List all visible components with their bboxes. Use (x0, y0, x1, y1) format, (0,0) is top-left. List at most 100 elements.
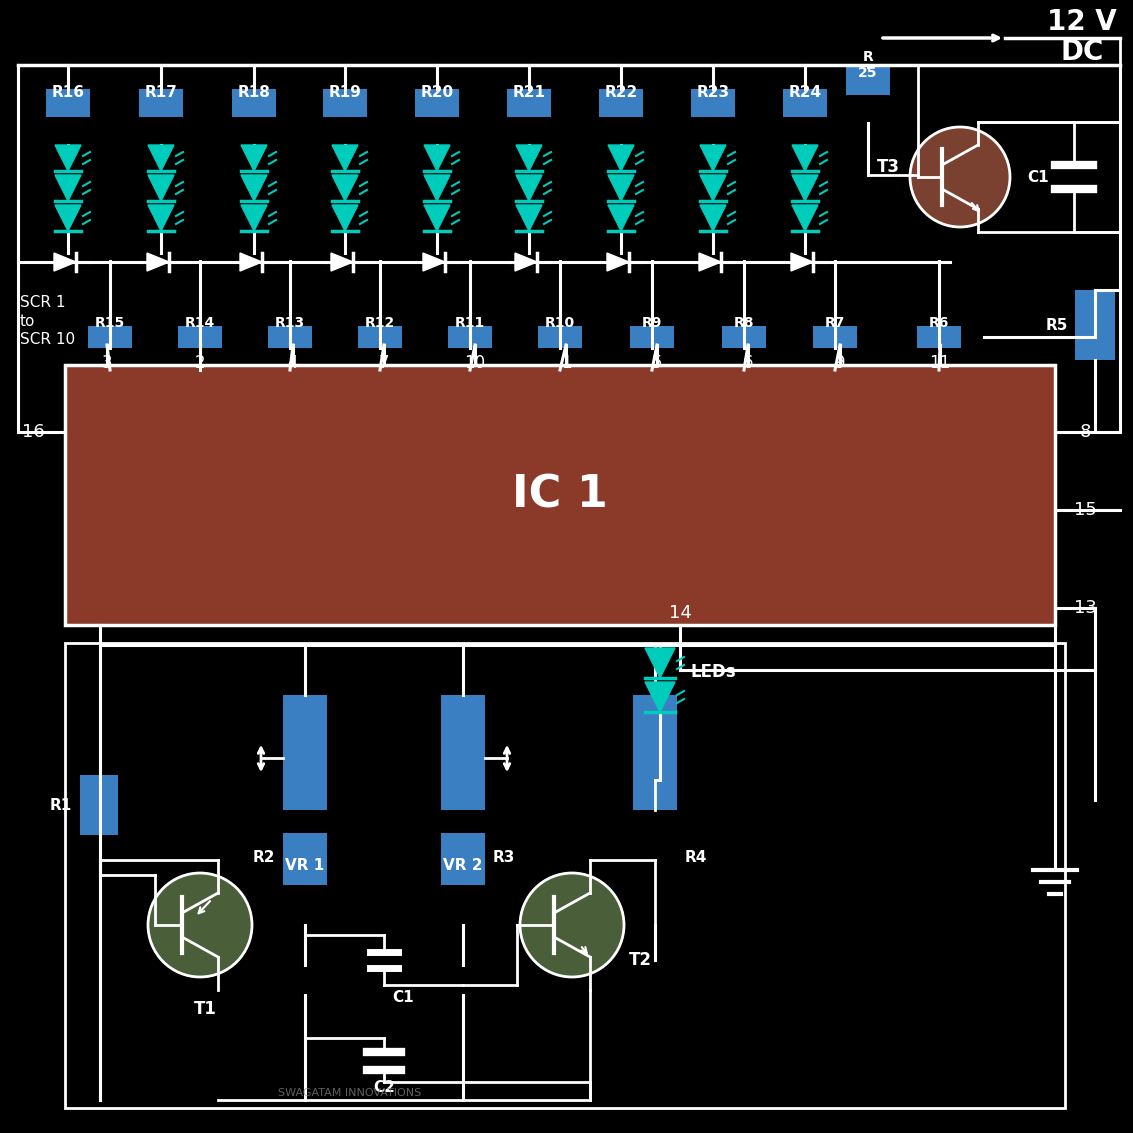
Text: R23: R23 (697, 85, 730, 100)
Polygon shape (792, 174, 818, 201)
Text: R17: R17 (145, 85, 178, 100)
Bar (783, 90, 827, 117)
Polygon shape (332, 205, 358, 231)
Polygon shape (607, 253, 629, 271)
Polygon shape (608, 145, 634, 171)
Text: R8: R8 (734, 316, 755, 330)
Text: LEDs: LEDs (690, 663, 735, 681)
Polygon shape (148, 205, 174, 231)
Text: 16: 16 (22, 423, 44, 441)
Text: R3: R3 (493, 851, 516, 866)
Text: VR 1: VR 1 (286, 858, 325, 874)
Bar (691, 90, 735, 117)
Text: T2: T2 (629, 951, 651, 969)
Text: R14: R14 (185, 316, 215, 330)
Text: T1: T1 (194, 1000, 216, 1017)
Text: R20: R20 (420, 85, 453, 100)
Polygon shape (792, 145, 818, 171)
Polygon shape (516, 145, 542, 171)
Bar (269, 326, 312, 348)
Bar (358, 326, 402, 348)
Text: R22: R22 (604, 85, 638, 100)
Polygon shape (241, 145, 267, 171)
Text: R1: R1 (50, 798, 73, 812)
Polygon shape (608, 174, 634, 201)
Text: SCR 1
to
SCR 10: SCR 1 to SCR 10 (20, 295, 75, 347)
Bar (633, 695, 678, 810)
Polygon shape (148, 145, 174, 171)
Polygon shape (516, 174, 542, 201)
Bar (599, 90, 644, 117)
Polygon shape (148, 174, 174, 201)
Text: R24: R24 (789, 85, 821, 100)
Bar (65, 644, 1065, 1108)
Bar (441, 695, 485, 810)
Bar (917, 326, 961, 348)
Text: R4: R4 (685, 851, 707, 866)
Text: VR 2: VR 2 (443, 858, 483, 874)
Text: 4: 4 (288, 353, 298, 372)
Text: 14: 14 (668, 604, 691, 622)
Text: R18: R18 (238, 85, 271, 100)
Text: R13: R13 (275, 316, 305, 330)
Text: R15: R15 (95, 316, 125, 330)
Bar (80, 775, 118, 835)
Polygon shape (240, 253, 262, 271)
Text: 12 V
DC: 12 V DC (1047, 8, 1117, 66)
Text: R12: R12 (365, 316, 395, 330)
Bar (46, 90, 90, 117)
Polygon shape (56, 174, 80, 201)
Polygon shape (645, 648, 675, 678)
Text: R
25: R 25 (859, 50, 878, 80)
Text: R11: R11 (454, 316, 485, 330)
Bar (506, 90, 551, 117)
Polygon shape (147, 253, 169, 271)
Polygon shape (699, 253, 721, 271)
Bar (538, 326, 582, 348)
Polygon shape (423, 253, 445, 271)
Bar (722, 326, 766, 348)
Polygon shape (56, 145, 80, 171)
Polygon shape (54, 253, 76, 271)
Text: T3: T3 (877, 157, 900, 176)
Text: 15: 15 (1074, 501, 1097, 519)
Polygon shape (700, 174, 726, 201)
Text: R21: R21 (512, 85, 545, 100)
Polygon shape (424, 205, 450, 231)
Text: 8: 8 (1080, 423, 1091, 441)
Circle shape (148, 874, 252, 977)
Text: 3: 3 (102, 353, 112, 372)
Polygon shape (516, 253, 537, 271)
Polygon shape (424, 145, 450, 171)
Text: 2: 2 (195, 353, 205, 372)
Text: R19: R19 (329, 85, 361, 100)
Circle shape (910, 127, 1010, 227)
Text: R6: R6 (929, 316, 949, 330)
Polygon shape (792, 205, 818, 231)
Polygon shape (241, 174, 267, 201)
Polygon shape (700, 205, 726, 231)
Text: R9: R9 (641, 316, 662, 330)
Text: R16: R16 (51, 85, 85, 100)
Text: 1: 1 (561, 353, 571, 372)
Polygon shape (700, 145, 726, 171)
Text: R5: R5 (1046, 317, 1068, 332)
Text: C1: C1 (1028, 170, 1049, 185)
Text: R7: R7 (825, 316, 845, 330)
Circle shape (520, 874, 624, 977)
Polygon shape (516, 205, 542, 231)
Polygon shape (56, 205, 80, 231)
Bar (232, 90, 276, 117)
Bar (630, 326, 674, 348)
Text: C1: C1 (392, 990, 414, 1005)
Polygon shape (791, 253, 813, 271)
Bar (139, 90, 184, 117)
Bar (283, 833, 327, 885)
Bar (813, 326, 857, 348)
Text: 11: 11 (929, 353, 951, 372)
Bar (846, 67, 891, 95)
Polygon shape (332, 174, 358, 201)
Text: 6: 6 (743, 353, 753, 372)
Text: C2: C2 (373, 1080, 395, 1094)
Text: IC 1: IC 1 (512, 474, 608, 517)
